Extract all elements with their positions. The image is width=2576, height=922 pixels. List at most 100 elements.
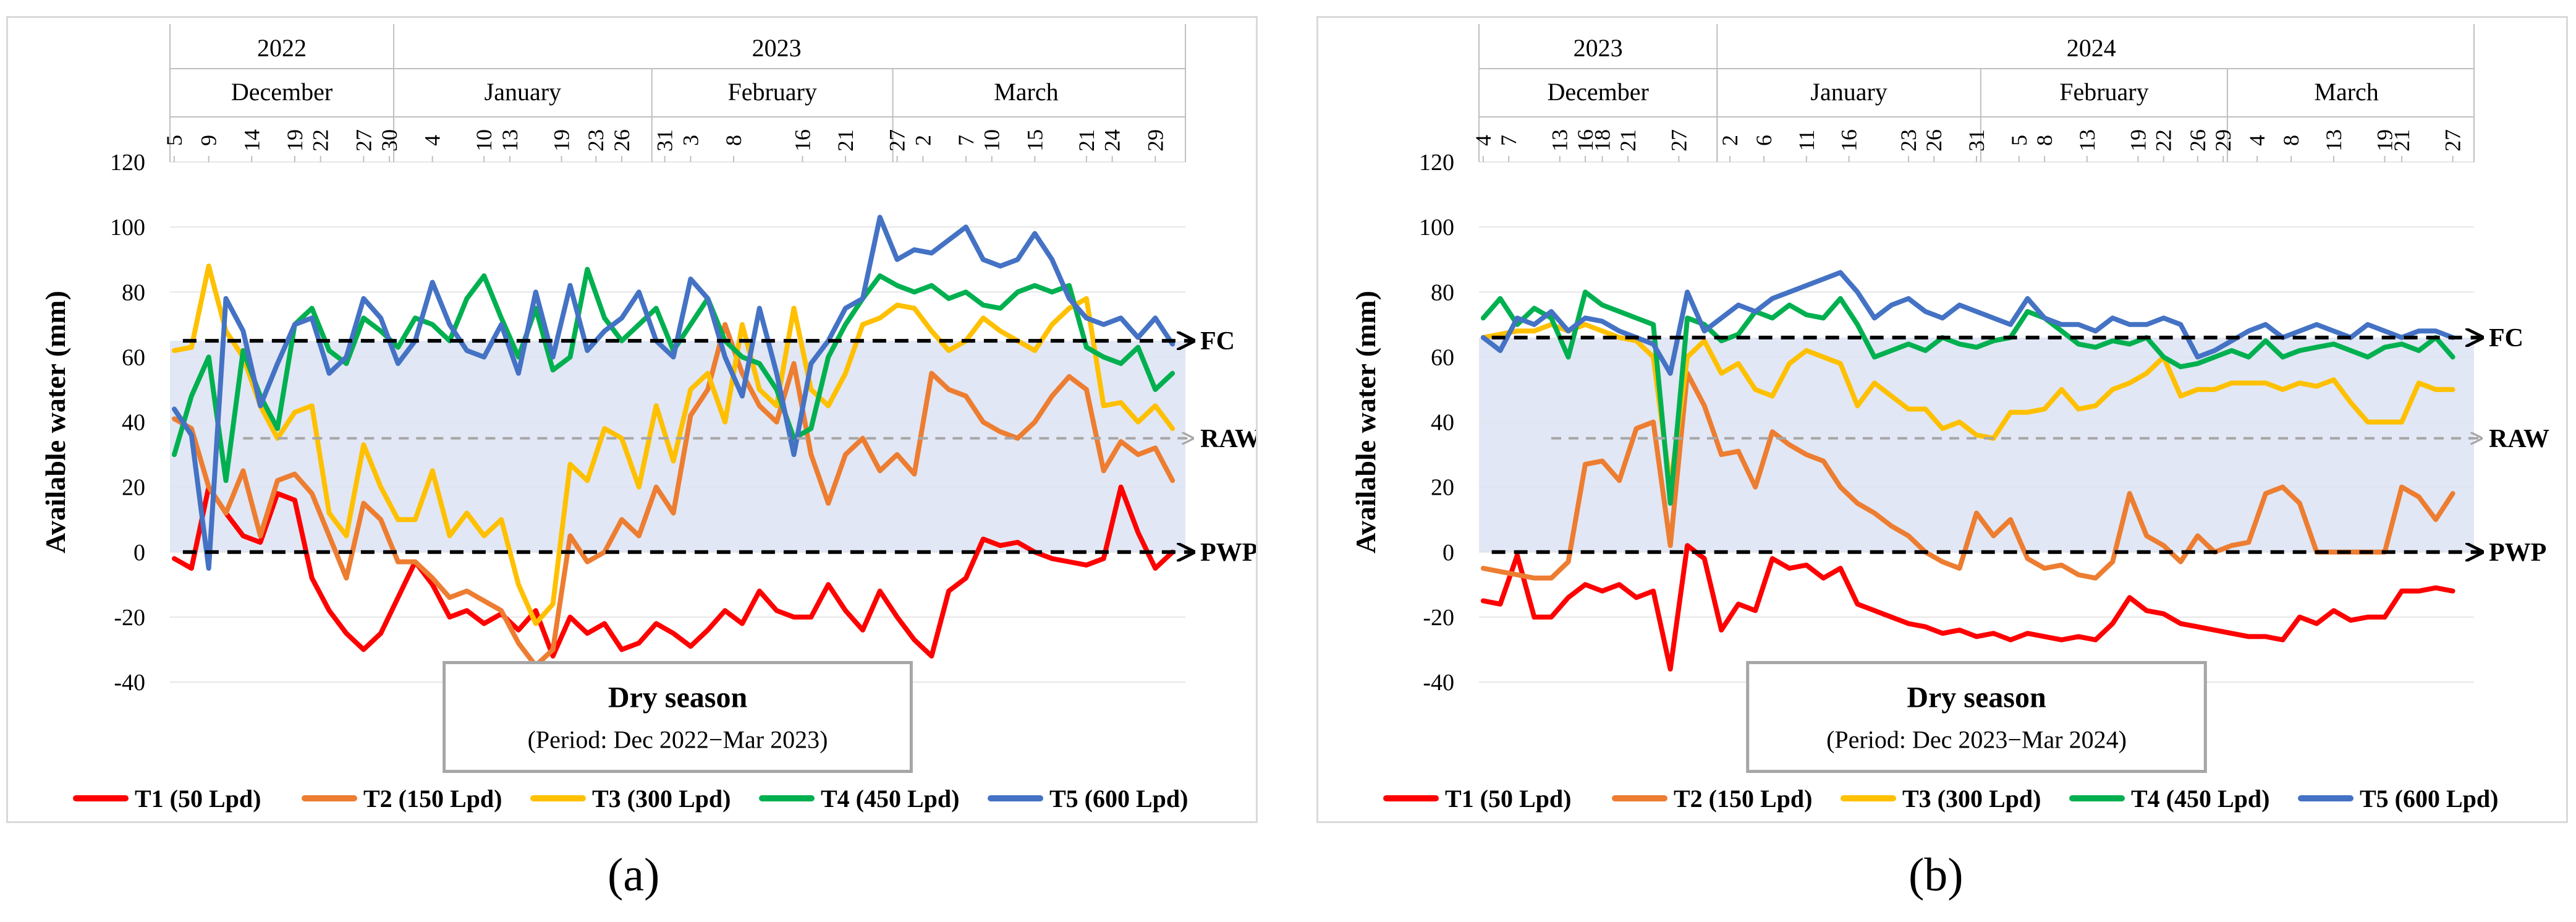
date-tick-label: 4 (420, 135, 445, 146)
date-tick-label: 10 (980, 129, 1004, 152)
date-tick-label: 27 (1666, 129, 1691, 152)
date-tick-label: 13 (2075, 129, 2099, 152)
date-tick-label: 8 (2279, 135, 2303, 146)
reference-label-pwp: PWP (2489, 539, 2546, 567)
legend-label-1: T1 (50 Lpd) (135, 785, 261, 813)
year-label: 2024 (2067, 34, 2116, 62)
date-tick-label: 22 (308, 129, 333, 152)
y-tick-label: -20 (1423, 605, 1454, 631)
date-tick-label: 29 (1143, 129, 1167, 152)
reference-label-fc: FC (2489, 324, 2523, 352)
month-label: January (485, 78, 561, 106)
date-tick-label: 24 (1100, 129, 1125, 152)
date-tick-label: 16 (1573, 129, 1598, 152)
date-tick-label: 26 (1921, 129, 1946, 152)
series-line-2 (172, 322, 1176, 668)
date-tick-label: 27 (351, 129, 376, 152)
annotation-box (443, 660, 913, 773)
date-tick-label: 6 (1752, 135, 1776, 146)
series-line-5 (1480, 270, 2455, 376)
series-line-2 (1480, 370, 2455, 581)
month-label: March (994, 78, 1058, 106)
date-tick-label: 21 (1616, 129, 1640, 152)
y-axis-label: Available water (mm) (40, 291, 71, 553)
date-tick-label: 2 (1718, 135, 1742, 146)
reference-label-fc: FC (1200, 327, 1235, 356)
y-tick-label: 20 (122, 475, 145, 501)
date-tick-label: 26 (2185, 129, 2210, 152)
reference-label-pwp: PWP (1200, 539, 1256, 567)
y-tick-label: -40 (1423, 670, 1454, 696)
date-tick-label: 23 (1896, 129, 1921, 152)
panel-label-b: (b) (1909, 849, 1964, 901)
date-tick-label: 3 (678, 135, 703, 146)
date-tick-label: 7 (954, 135, 978, 146)
month-label: March (2314, 78, 2378, 106)
y-tick-label: 120 (1419, 150, 1454, 176)
month-label: February (2059, 78, 2148, 106)
date-tick-label: 14 (239, 129, 264, 152)
month-label: February (727, 78, 816, 106)
date-tick-label: 16 (1837, 129, 1862, 152)
y-tick-label: 100 (1419, 215, 1454, 241)
legend-label-3: T3 (300 Lpd) (592, 785, 731, 813)
date-tick-label: 23 (583, 129, 608, 152)
date-tick-label: 30 (377, 129, 402, 152)
date-tick-label: 27 (2441, 129, 2465, 152)
y-tick-label: 20 (1431, 475, 1454, 501)
y-tick-label: 40 (1431, 410, 1454, 436)
date-tick-label: 8 (2032, 135, 2057, 146)
y-tick-label: 60 (122, 344, 145, 370)
chart-panel-b: -40 -20 0 20 40 60 80 100 120 2023 2024 December Jan… (1316, 16, 2568, 823)
reference-label-raw: RAW (2489, 425, 2549, 453)
date-tick-label: 13 (2321, 129, 2346, 152)
legend-label-2: T2 (150 Lpd) (1674, 785, 1813, 813)
date-tick-label: 22 (2151, 129, 2176, 152)
annotation-box (1746, 660, 2207, 773)
date-tick-label: 19 (2125, 129, 2150, 152)
date-tick-label: 31 (653, 129, 677, 152)
date-tick-label: 11 (1794, 130, 1819, 152)
annotation-subtitle: (Period: Dec 2023−Mar 2024) (1826, 725, 2127, 753)
date-tick-label: 18 (1590, 129, 1615, 152)
chart-svg-b: -40 -20 0 20 40 60 80 100 120 2023 2024 December Jan… (1350, 24, 2549, 813)
y-tick-label: 100 (110, 215, 145, 241)
date-tick-label: 27 (885, 129, 910, 152)
y-tick-label: 120 (110, 150, 145, 176)
date-tick-label: 16 (790, 129, 815, 152)
y-tick-label: 80 (122, 280, 145, 305)
y-tick-label: -40 (114, 670, 145, 696)
y-tick-label: 0 (133, 540, 145, 566)
date-tick-label: 21 (833, 129, 858, 152)
annotation-subtitle: (Period: Dec 2022−Mar 2023) (528, 725, 828, 753)
legend-label-5: T5 (600 Lpd) (2360, 785, 2499, 813)
month-label: January (1810, 78, 1887, 106)
date-tick-label: 31 (1964, 129, 1989, 152)
series-line-3 (172, 263, 1176, 626)
series-line-5 (172, 215, 1176, 571)
legend-label-1: T1 (50 Lpd) (1445, 785, 1572, 813)
reference-label-raw: RAW (1200, 425, 1256, 453)
year-label: 2023 (752, 34, 802, 62)
date-tick-label: 15 (1022, 129, 1047, 152)
date-tick-label: 13 (1548, 129, 1572, 152)
date-tick-label: 4 (2245, 135, 2269, 146)
series-line-1 (1480, 543, 2455, 672)
date-tick-label: 19 (549, 129, 574, 152)
date-tick-label: 19 (282, 129, 307, 152)
series-line-1 (172, 484, 1176, 659)
date-tick-label: 2 (910, 135, 935, 146)
date-tick-label: 29 (2211, 129, 2235, 152)
date-tick-label: 13 (498, 129, 522, 152)
date-tick-label: 5 (2007, 135, 2032, 146)
panel-label-a: (a) (608, 849, 660, 901)
y-tick-label: 0 (1443, 540, 1454, 566)
chart-panel-a: -40 -20 0 20 40 60 80 100 120 2022 2023 December Jan… (6, 16, 1258, 823)
legend-label-4: T4 (450 Lpd) (821, 785, 960, 813)
date-tick-label: 21 (2389, 129, 2414, 152)
legend-label-2: T2 (150 Lpd) (363, 785, 502, 813)
date-tick-label: 21 (1074, 129, 1099, 152)
date-tick-label: 26 (609, 129, 634, 152)
legend-label-4: T4 (450 Lpd) (2131, 785, 2270, 813)
date-tick-label: 10 (472, 129, 496, 152)
